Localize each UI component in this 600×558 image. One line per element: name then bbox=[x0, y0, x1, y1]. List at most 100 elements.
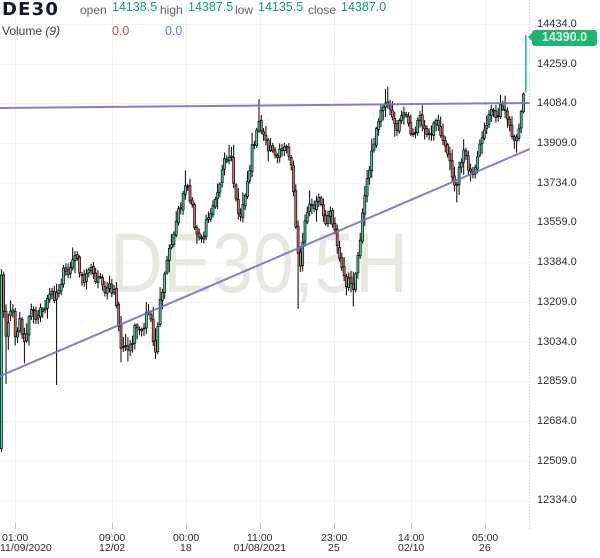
candle-body-up bbox=[246, 181, 249, 197]
time-axis-label-date: 01/08/2021 bbox=[233, 541, 287, 554]
time-axis-label-time: 23:00 bbox=[321, 531, 348, 544]
resistance-trendline[interactable] bbox=[0, 101, 530, 109]
candle-body-down bbox=[333, 223, 337, 231]
candle-body-up bbox=[460, 161, 463, 168]
candle-body-up bbox=[156, 325, 160, 352]
price-axis-label: 14259.0 bbox=[537, 57, 577, 70]
candle-body-up bbox=[282, 146, 286, 151]
volume-param: (9) bbox=[45, 24, 61, 38]
candle-body-down bbox=[117, 303, 121, 327]
candle-body-down bbox=[331, 210, 334, 225]
price-axis-label: 13734.0 bbox=[537, 176, 577, 189]
last-price-badge-arrow bbox=[528, 33, 532, 42]
candle-body-down bbox=[121, 346, 125, 348]
candle-body-up bbox=[48, 293, 52, 300]
candle-body-up bbox=[9, 310, 12, 317]
candle-body-down bbox=[94, 272, 98, 282]
candle-body-down bbox=[200, 237, 203, 239]
candle-body-down bbox=[259, 119, 263, 132]
candle-body-down bbox=[236, 198, 240, 214]
candle-body-down bbox=[469, 168, 472, 172]
candle-body-up bbox=[85, 272, 88, 282]
candle-body-down bbox=[13, 311, 17, 337]
time-axis-label-date: 02/10 bbox=[398, 541, 425, 554]
price-axis-label: 13909.0 bbox=[537, 137, 577, 150]
candle-body-up bbox=[39, 307, 42, 318]
candle-body-up bbox=[374, 128, 378, 146]
price-axis[interactable]: 14434.0 14259.0 14084.0 13909.0 13734.0 13559… bbox=[530, 0, 600, 523]
candle-body-down bbox=[126, 345, 130, 351]
candle-body-up bbox=[184, 185, 187, 195]
candle-body-down bbox=[391, 109, 394, 118]
candle-body-up bbox=[315, 200, 318, 211]
candle-body-up bbox=[499, 104, 502, 118]
candle-body-up bbox=[46, 298, 49, 309]
price-axis-label: 13034.0 bbox=[537, 335, 577, 348]
candle-body-up bbox=[478, 143, 482, 156]
candle-body-up bbox=[489, 109, 493, 117]
candle-body-up bbox=[165, 259, 169, 274]
candle-body-down bbox=[32, 309, 35, 311]
candle-body-down bbox=[446, 144, 449, 155]
volume-value-2: 0.0 bbox=[165, 24, 183, 38]
candle-body-down bbox=[443, 140, 447, 147]
candle-body-down bbox=[154, 339, 157, 353]
candle-body-down bbox=[78, 256, 81, 274]
candle-body-up bbox=[434, 120, 438, 125]
candle-body-down bbox=[101, 277, 104, 286]
candle-body-up bbox=[372, 143, 376, 151]
candle-body-up bbox=[204, 219, 208, 237]
candle-body-up bbox=[517, 128, 521, 139]
candle-body-down bbox=[345, 276, 348, 287]
candle-body-up bbox=[328, 211, 332, 217]
candle-body-up bbox=[174, 221, 178, 236]
candle-body-up bbox=[462, 149, 466, 163]
candle-body-down bbox=[195, 227, 199, 235]
candle-body-down bbox=[322, 204, 325, 217]
candle-body-up bbox=[515, 136, 518, 142]
candle-body-up bbox=[519, 111, 523, 129]
candle-body-up bbox=[381, 106, 385, 111]
candle-body-up bbox=[43, 307, 47, 311]
candle-body-up bbox=[418, 115, 422, 121]
support-trendline[interactable] bbox=[0, 148, 530, 378]
candle-body-up bbox=[250, 144, 254, 173]
candle-body-up bbox=[112, 289, 116, 294]
candle-body-down bbox=[115, 287, 118, 306]
candle-body-up bbox=[305, 212, 309, 223]
candle-body-up bbox=[18, 317, 22, 332]
candle-body-up bbox=[55, 292, 58, 300]
candle-body-down bbox=[197, 232, 201, 238]
candle-body-down bbox=[512, 136, 516, 141]
candle-body-up bbox=[255, 129, 259, 147]
candle-body-down bbox=[262, 131, 265, 135]
price-axis-label: 14434.0 bbox=[537, 18, 577, 30]
candle-body-up bbox=[29, 309, 33, 317]
candle-body-down bbox=[494, 110, 498, 118]
time-axis-label-date: 25 bbox=[328, 541, 340, 554]
candle-body-up bbox=[370, 150, 374, 171]
candle-body-up bbox=[218, 183, 222, 193]
candle-body-down bbox=[450, 160, 454, 178]
time-axis[interactable]: 01:00 11/09/2020 09:00 12/02 00:00 18 11:00 01/… bbox=[0, 523, 600, 558]
candle-body-down bbox=[266, 139, 270, 152]
candle-body-up bbox=[181, 193, 185, 211]
candle-body-down bbox=[510, 124, 514, 137]
candle-body-up bbox=[207, 217, 210, 220]
candle-body-up bbox=[73, 255, 77, 262]
candle-body-down bbox=[138, 328, 141, 331]
candle-body-down bbox=[430, 133, 433, 136]
candle-body-up bbox=[105, 287, 109, 294]
volume-label-text: Volume bbox=[2, 24, 43, 38]
candle-body-up bbox=[131, 343, 134, 345]
candle-body-down bbox=[34, 310, 38, 320]
candle-body-down bbox=[280, 148, 284, 151]
candle-body-up bbox=[476, 156, 479, 170]
candle-body-down bbox=[4, 310, 8, 337]
open-label: open bbox=[80, 3, 107, 17]
candle-body-up bbox=[211, 205, 215, 216]
candle-body-up bbox=[317, 197, 321, 202]
candle-body-up bbox=[170, 244, 173, 248]
candle-body-down bbox=[234, 184, 238, 200]
